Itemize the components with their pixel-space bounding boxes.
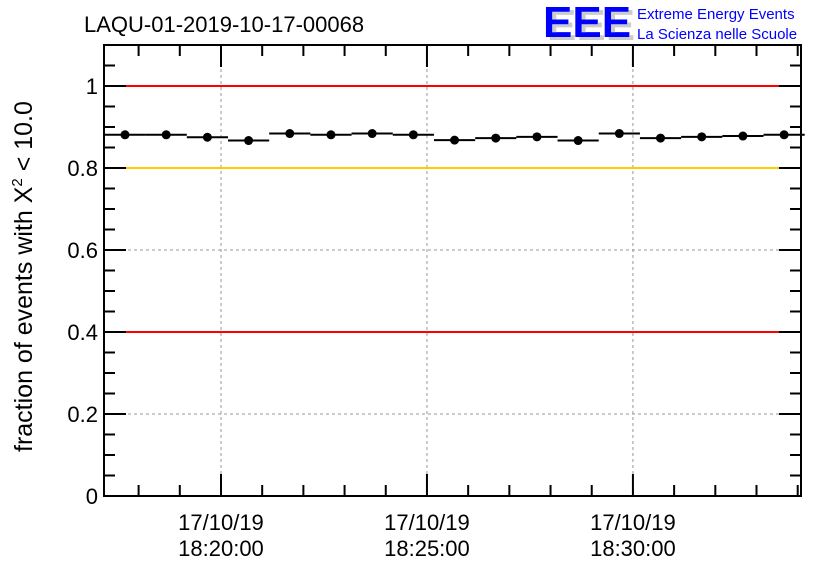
y-tick-label: 0.8	[67, 156, 98, 181]
data-point	[450, 135, 460, 145]
data-point	[656, 133, 666, 143]
chart-title: LAQU-01-2019-10-17-00068	[84, 12, 364, 37]
data-point	[326, 130, 336, 140]
y-tick-label: 0	[86, 484, 98, 509]
data-points	[104, 129, 805, 146]
y-tick-label: 1	[86, 74, 98, 99]
data-point	[532, 132, 542, 142]
data-point	[120, 130, 130, 140]
data-point	[491, 133, 501, 143]
y-tick-label: 0.6	[67, 238, 98, 263]
plot-frame	[103, 44, 802, 497]
reference-lines	[104, 85, 801, 333]
x-tick-label-date: 17/10/19	[178, 510, 264, 535]
y-axis-label-sup: 2	[9, 178, 26, 186]
y-axis-label-tail: < 10.0	[10, 101, 38, 178]
data-point	[367, 129, 377, 139]
tick-labels: 00.20.40.60.8117/10/1918:20:0017/10/1918…	[67, 74, 675, 561]
logo-line2: La Scienza nelle Scuole	[637, 26, 797, 43]
data-point	[244, 136, 254, 146]
x-tick-label-time: 18:20:00	[178, 536, 264, 561]
x-tick-label-time: 18:30:00	[590, 536, 676, 561]
x-tick-label-date: 17/10/19	[384, 510, 470, 535]
x-tick-label-time: 18:25:00	[384, 536, 470, 561]
eee-logo: EEE Extreme Energy Events La Scienza nel…	[543, 0, 797, 47]
data-point	[285, 129, 295, 139]
y-tick-label: 0.4	[67, 320, 98, 345]
data-point	[408, 130, 418, 140]
logo-mark: EEE	[543, 0, 631, 47]
axis-ticks	[104, 44, 801, 497]
y-tick-label: 0.2	[67, 402, 98, 427]
data-point	[779, 130, 789, 140]
grid	[104, 45, 801, 496]
data-point	[202, 132, 212, 142]
data-point	[161, 130, 171, 140]
logo-line1: Extreme Energy Events	[637, 6, 795, 23]
data-point	[697, 132, 707, 142]
data-point	[738, 131, 748, 141]
data-point	[614, 129, 624, 139]
data-point	[573, 136, 583, 146]
x-tick-label-date: 17/10/19	[590, 510, 676, 535]
y-axis-label: fraction of events with X2 < 10.0	[9, 101, 38, 452]
y-axis-label-main: fraction of events with X	[10, 186, 38, 452]
